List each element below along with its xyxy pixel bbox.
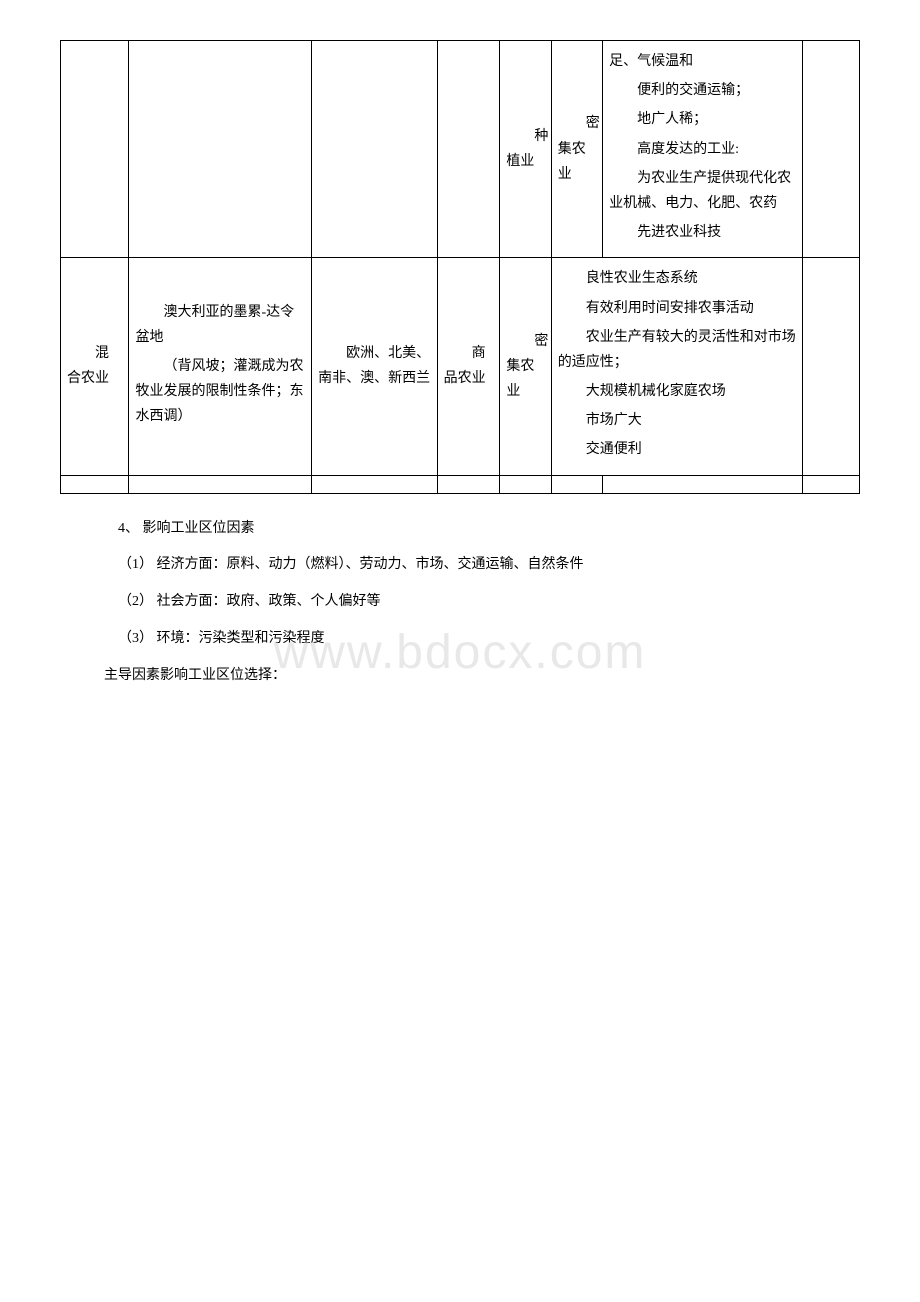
body-paragraph: （1） 经济方面：原料、动力（燃料）、劳动力、市场、交通运输、自然条件 (90, 550, 860, 581)
table-row: 混合农业 澳大利亚的墨累-达令盆地 （背风坡；灌溉成为农牧业发展的限制性条件；东… (61, 258, 860, 475)
table-cell: 密集农业 (551, 41, 602, 258)
table-cell (61, 41, 129, 258)
cell-text: 地广人稀； (609, 107, 796, 132)
cell-text: 先进农业科技 (609, 220, 796, 245)
table-cell: 欧洲、北美、南非、澳、新西兰 (312, 258, 438, 475)
body-paragraph: （3） 环境：污染类型和污染程度 (90, 624, 860, 655)
table-cell: 良性农业生态系统 有效利用时间安排农事活动 农业生产有较大的灵活性和对市场的适应… (551, 258, 802, 475)
table-cell: 足、气候温和 便利的交通运输； 地广人稀； 高度发达的工业: 为农业生产提供现代… (603, 41, 803, 258)
table-cell: 澳大利亚的墨累-达令盆地 （背风坡；灌溉成为农牧业发展的限制性条件；东水西调） (129, 258, 312, 475)
cell-text: 交通便利 (558, 437, 796, 462)
table-cell (500, 475, 551, 493)
table-cell (551, 475, 602, 493)
cell-text: 良性农业生态系统 (558, 266, 796, 291)
cell-text: 欧洲、北美、南非、澳、新西兰 (318, 341, 431, 391)
cell-text: 市场广大 (558, 408, 796, 433)
cell-text: 混合农业 (67, 341, 122, 391)
table-cell (129, 475, 312, 493)
agriculture-table: 种植业 密集农业 足、气候温和 便利的交通运输； 地广人稀； 高度发达的工业: … (60, 40, 860, 494)
table-cell: 密集农业 (500, 258, 551, 475)
table-row (61, 475, 860, 493)
body-content: 4、 影响工业区位因素 （1） 经济方面：原料、动力（燃料）、劳动力、市场、交通… (60, 514, 860, 692)
table-cell (437, 475, 500, 493)
cell-text: 有效利用时间安排农事活动 (558, 296, 796, 321)
table-cell (802, 41, 859, 258)
table-cell (129, 41, 312, 258)
cell-text: 密集农业 (506, 329, 544, 405)
cell-text: （背风坡；灌溉成为农牧业发展的限制性条件；东水西调） (135, 354, 305, 430)
table-cell (61, 475, 129, 493)
cell-text: 为农业生产提供现代化农业机械、电力、化肥、农药 (609, 166, 796, 216)
cell-text: 商品农业 (444, 341, 494, 391)
table-cell (603, 475, 803, 493)
table-row: 种植业 密集农业 足、气候温和 便利的交通运输； 地广人稀； 高度发达的工业: … (61, 41, 860, 258)
table-cell (312, 475, 438, 493)
table-cell: 种植业 (500, 41, 551, 258)
body-paragraph: 主导因素影响工业区位选择： (90, 661, 860, 692)
section-heading: 4、 影响工业区位因素 (90, 514, 860, 545)
cell-text: 密集农业 (558, 111, 596, 187)
table-cell (802, 258, 859, 475)
table-cell: 商品农业 (437, 258, 500, 475)
table-cell (312, 41, 438, 258)
table-cell (437, 41, 500, 258)
body-paragraph: （2） 社会方面：政府、政策、个人偏好等 (90, 587, 860, 618)
cell-text: 高度发达的工业: (609, 137, 796, 162)
table-cell: 混合农业 (61, 258, 129, 475)
cell-text: 种植业 (506, 124, 544, 174)
table-cell (802, 475, 859, 493)
cell-text: 大规模机械化家庭农场 (558, 379, 796, 404)
cell-text: 农业生产有较大的灵活性和对市场的适应性； (558, 325, 796, 375)
cell-text: 澳大利亚的墨累-达令盆地 (135, 300, 305, 350)
cell-text: 便利的交通运输； (609, 78, 796, 103)
cell-text: 足、气候温和 (609, 49, 796, 74)
